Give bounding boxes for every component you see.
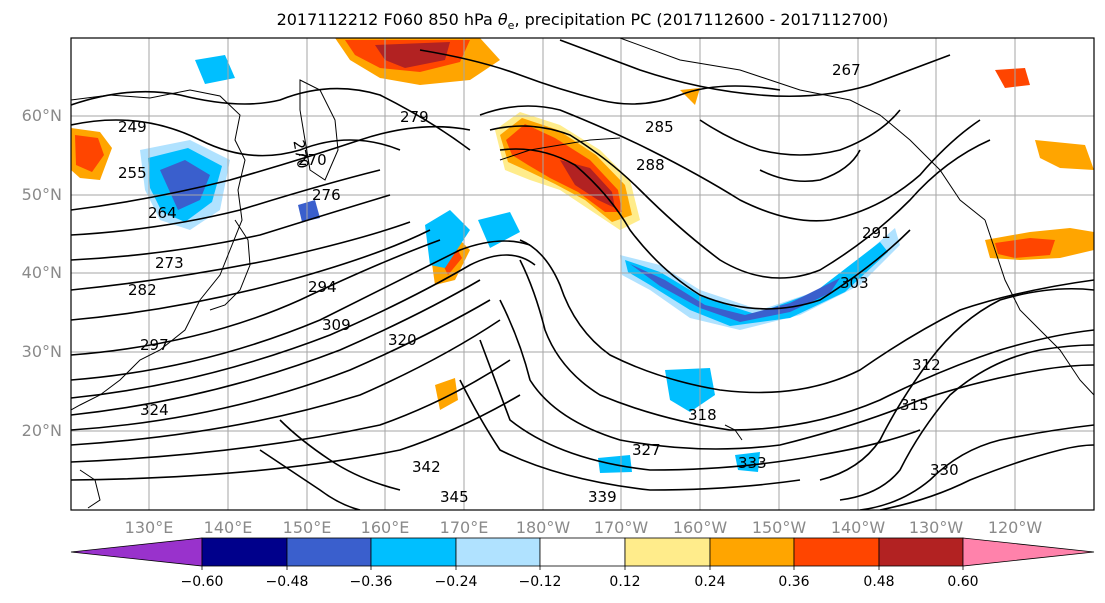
map-frame bbox=[70, 37, 1095, 511]
contour-label: 285 bbox=[645, 118, 674, 136]
graticule bbox=[71, 38, 1094, 510]
contour-label: 267 bbox=[832, 61, 861, 79]
colorbar bbox=[70, 537, 1095, 570]
precip-positive-region bbox=[680, 88, 700, 105]
lon-label-160e: 160°E bbox=[360, 518, 410, 537]
colorbar-bin bbox=[286, 537, 372, 567]
contour-label: 291 bbox=[862, 224, 891, 242]
contour-label: 294 bbox=[308, 278, 337, 296]
contour-label: 288 bbox=[636, 156, 665, 174]
precip-negative-region bbox=[160, 160, 210, 210]
lat-label-50n: 50°N bbox=[21, 185, 62, 204]
lon-label-150w: 150°W bbox=[751, 518, 807, 537]
colorbar-tick-label: −0.36 bbox=[349, 574, 393, 590]
contour-label: 282 bbox=[128, 281, 157, 299]
colorbar-bin bbox=[878, 537, 964, 567]
colorbar-bin bbox=[624, 537, 711, 567]
contour-label: 327 bbox=[632, 441, 661, 459]
lon-label-120w: 120°W bbox=[987, 518, 1043, 537]
contour-label: 309 bbox=[322, 316, 351, 334]
precip-negative-region bbox=[425, 210, 470, 268]
colorbar-tick-label: −0.12 bbox=[518, 574, 562, 590]
colorbar-bin bbox=[455, 537, 541, 567]
contour-label: 320 bbox=[388, 331, 417, 349]
colorbar-bin bbox=[793, 537, 880, 567]
colorbar-bin bbox=[709, 537, 795, 567]
coastline-japan bbox=[209, 219, 251, 311]
colorbar-tick-label: 0.48 bbox=[863, 574, 895, 590]
colorbar-tick-label: 0.36 bbox=[778, 574, 810, 590]
contour-label: 333 bbox=[738, 454, 767, 472]
colorbar-tick-label: −0.48 bbox=[265, 574, 309, 590]
precip-positive-region bbox=[435, 378, 458, 410]
precip-negative-region bbox=[195, 55, 235, 84]
map-title: 2017112212 F060 850 hPa θe, precipitatio… bbox=[276, 10, 889, 33]
lat-label-60n: 60°N bbox=[21, 106, 62, 125]
precip-negative-region bbox=[298, 200, 320, 222]
colorbar-bin bbox=[539, 537, 626, 567]
contour-label: 255 bbox=[118, 164, 147, 182]
lon-label-160w: 160°W bbox=[672, 518, 728, 537]
contour-label: 303 bbox=[840, 274, 869, 292]
contour-label: 339 bbox=[588, 488, 617, 506]
precip-positive-region bbox=[1035, 140, 1094, 170]
contour-label: 249 bbox=[118, 118, 147, 136]
theta-e-contours bbox=[71, 39, 1094, 510]
precip-negative-region bbox=[625, 242, 888, 326]
precip-negative-region bbox=[735, 452, 760, 472]
lat-label-30n: 30°N bbox=[21, 342, 62, 361]
colorbar-extend-high bbox=[962, 537, 1095, 567]
colorbar-extend-low bbox=[70, 537, 203, 567]
contour-label: 345 bbox=[440, 488, 469, 506]
lon-label-180w: 180°W bbox=[515, 518, 571, 537]
precip-positive-region bbox=[995, 68, 1030, 88]
coastlines bbox=[71, 38, 1094, 509]
contour-label: 312 bbox=[912, 356, 941, 374]
colorbar-tick-label: 0.60 bbox=[947, 574, 979, 590]
contour-label: 297 bbox=[140, 336, 169, 354]
contour-label: 270 bbox=[298, 151, 327, 169]
lon-label-150e: 150°E bbox=[282, 518, 332, 537]
lon-label-130e: 130°E bbox=[124, 518, 174, 537]
colorbar-tick-label: 0.12 bbox=[609, 574, 641, 590]
precip-positive-region bbox=[560, 160, 615, 208]
contour-label: 342 bbox=[412, 458, 441, 476]
precip-positive-region bbox=[995, 238, 1055, 258]
contour-label: 318 bbox=[688, 406, 717, 424]
colorbar-tick-label: −0.60 bbox=[180, 574, 224, 590]
lat-label-20n: 20°N bbox=[21, 421, 62, 440]
precip-positive-region bbox=[375, 42, 450, 68]
coastline-aleutians bbox=[499, 137, 621, 161]
contour-label: 270 bbox=[289, 139, 312, 170]
contour-labels: 249 255 264 270 273 276 279 282 285 288 … bbox=[118, 61, 959, 506]
lon-label-140w: 140°W bbox=[830, 518, 886, 537]
colorbar-bin bbox=[201, 537, 288, 567]
coastline-philippines bbox=[79, 469, 101, 509]
contour-label: 279 bbox=[400, 108, 429, 126]
coastline-kamchatka bbox=[299, 79, 339, 181]
lon-label-130w: 130°W bbox=[908, 518, 964, 537]
colorbar-tick-label: 0.24 bbox=[694, 574, 726, 590]
precip-negative-region bbox=[478, 212, 520, 248]
precip-positive-region bbox=[75, 135, 104, 172]
contour-label: 264 bbox=[148, 204, 177, 222]
precipitation-shading bbox=[71, 38, 1094, 473]
lon-label-170w: 170°W bbox=[593, 518, 649, 537]
contour-label: 330 bbox=[930, 461, 959, 479]
coastline-alaska bbox=[619, 38, 986, 221]
colorbar-bin bbox=[370, 537, 457, 567]
coastline-na-west bbox=[984, 219, 1094, 396]
lon-label-170e: 170°E bbox=[439, 518, 489, 537]
contour-label: 276 bbox=[312, 186, 341, 204]
lon-label-140e: 140°E bbox=[203, 518, 253, 537]
contour-label: 315 bbox=[900, 396, 929, 414]
colorbar-tick-label: −0.24 bbox=[434, 574, 478, 590]
coastline-asia bbox=[71, 89, 246, 411]
map-background bbox=[71, 38, 1094, 510]
lat-label-40n: 40°N bbox=[21, 263, 62, 282]
contour-label: 324 bbox=[140, 401, 169, 419]
contour-label: 273 bbox=[155, 254, 184, 272]
precip-negative-region bbox=[665, 368, 715, 412]
